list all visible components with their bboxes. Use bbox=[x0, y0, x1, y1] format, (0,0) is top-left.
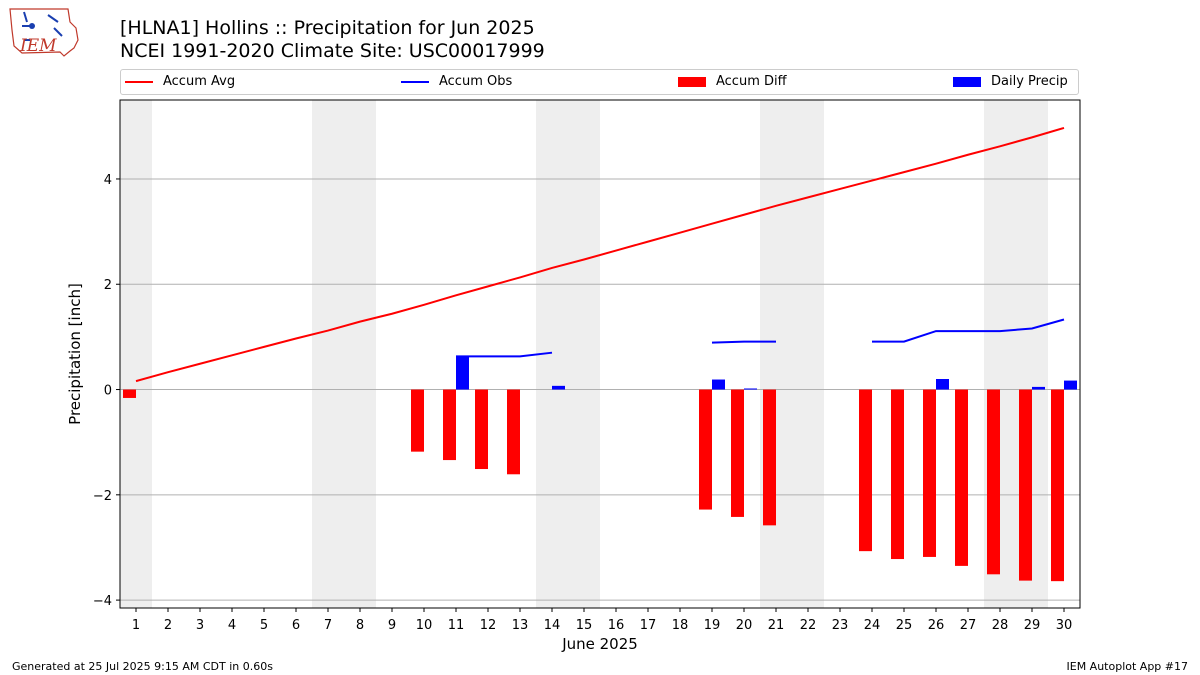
x-tick-label: 3 bbox=[196, 618, 204, 633]
accum-obs-line bbox=[872, 318, 1065, 343]
accum-diff-bar bbox=[891, 389, 904, 560]
plot-frame bbox=[119, 99, 1081, 609]
legend-label-accum-diff: Accum Diff bbox=[716, 74, 787, 89]
accum-diff-bar bbox=[923, 389, 936, 557]
legend-swatch-daily-precip bbox=[953, 76, 981, 87]
x-tick-label: 17 bbox=[640, 618, 657, 633]
x-tick-label: 9 bbox=[388, 618, 396, 633]
y-tick-label: 2 bbox=[104, 278, 112, 293]
legend-item-accum-avg: Accum Avg bbox=[125, 74, 235, 89]
chart-subtitle: NCEI 1991-2020 Climate Site: USC00017999 bbox=[120, 40, 545, 62]
legend-item-accum-obs: Accum Obs bbox=[401, 74, 512, 89]
accum-obs-line bbox=[711, 340, 776, 344]
station-dot-icon bbox=[29, 23, 35, 29]
accum-diff-bar bbox=[699, 389, 712, 510]
legend-item-daily-precip: Daily Precip bbox=[953, 74, 1068, 89]
x-axis-label: June 2025 bbox=[561, 635, 638, 653]
daily-precip-bar bbox=[552, 385, 565, 390]
y-tick-label: −4 bbox=[93, 594, 112, 609]
x-tick-label: 24 bbox=[864, 618, 881, 633]
x-tick-label: 14 bbox=[544, 618, 561, 633]
daily-precip-bar bbox=[1032, 386, 1045, 390]
x-tick-label: 27 bbox=[960, 618, 977, 633]
x-tick-label: 5 bbox=[260, 618, 268, 633]
legend-swatch-accum-diff bbox=[678, 76, 706, 87]
x-tick-label: 16 bbox=[608, 618, 625, 633]
accum-diff-bar bbox=[443, 389, 456, 461]
x-tick-label: 18 bbox=[672, 618, 689, 633]
legend-label-accum-avg: Accum Avg bbox=[163, 74, 236, 89]
accum-obs-line bbox=[456, 351, 553, 358]
chart-title: [HLNA1] Hollins :: Precipitation for Jun… bbox=[120, 17, 535, 39]
daily-precip-bar bbox=[456, 356, 469, 390]
legend-item-accum-diff: Accum Diff bbox=[678, 74, 787, 89]
accum-diff-bar bbox=[763, 389, 776, 526]
legend-swatch-accum-obs bbox=[401, 80, 429, 83]
y-tick-label: −2 bbox=[93, 489, 112, 504]
x-tick-label: 10 bbox=[416, 618, 433, 633]
weekend-shade bbox=[312, 100, 344, 608]
accum-diff-bar bbox=[1051, 389, 1064, 582]
weekend-shade bbox=[344, 100, 376, 608]
accum-diff-bar bbox=[731, 389, 744, 517]
x-tick-label: 30 bbox=[1056, 618, 1073, 633]
legend: Accum Avg Accum Obs Accum Diff Daily Pre… bbox=[120, 69, 1079, 95]
accum-diff-bar bbox=[507, 389, 520, 475]
x-tick-label: 11 bbox=[448, 618, 465, 633]
footer-generated: Generated at 25 Jul 2025 9:15 AM CDT in … bbox=[12, 660, 273, 673]
x-tick-label: 25 bbox=[896, 618, 913, 633]
accum-diff-bar bbox=[1019, 389, 1032, 581]
accum-diff-bar bbox=[475, 389, 488, 470]
x-tick-label: 13 bbox=[512, 618, 529, 633]
x-tick-label: 2 bbox=[164, 618, 172, 633]
x-tick-label: 21 bbox=[768, 618, 785, 633]
x-tick-label: 1 bbox=[132, 618, 140, 633]
x-tick-label: 29 bbox=[1024, 618, 1041, 633]
y-tick-label: 4 bbox=[104, 173, 112, 188]
daily-precip-bar bbox=[936, 379, 949, 390]
weekend-shade bbox=[760, 100, 792, 608]
accum-diff-bar bbox=[987, 389, 1000, 575]
x-tick-label: 12 bbox=[480, 618, 497, 633]
y-axis-label: Precipitation [inch] bbox=[66, 283, 84, 425]
x-tick-label: 7 bbox=[324, 618, 332, 633]
logo-text: IEM bbox=[19, 36, 57, 56]
daily-precip-bar bbox=[1064, 380, 1077, 390]
x-tick-label: 19 bbox=[704, 618, 721, 633]
accum-diff-bar bbox=[859, 389, 872, 552]
daily-precip-bar bbox=[744, 388, 757, 390]
x-tick-label: 28 bbox=[992, 618, 1009, 633]
x-tick-label: 4 bbox=[228, 618, 236, 633]
x-tick-label: 15 bbox=[576, 618, 593, 633]
x-tick-label: 22 bbox=[800, 618, 817, 633]
legend-label-accum-obs: Accum Obs bbox=[439, 74, 513, 89]
accum-diff-bar bbox=[123, 389, 136, 398]
x-tick-label: 23 bbox=[832, 618, 849, 633]
daily-precip-bar bbox=[712, 379, 725, 390]
weather-symbols-icon bbox=[22, 11, 63, 41]
weekend-shade bbox=[568, 100, 600, 608]
weekend-shade bbox=[120, 100, 152, 608]
legend-label-daily-precip: Daily Precip bbox=[991, 74, 1068, 89]
accum-diff-bar bbox=[411, 389, 424, 452]
x-tick-label: 8 bbox=[356, 618, 364, 633]
x-tick-label: 20 bbox=[736, 618, 753, 633]
logo: IEM bbox=[9, 8, 79, 57]
x-tick-label: 6 bbox=[292, 618, 300, 633]
accum-diff-bar bbox=[955, 389, 968, 566]
accum-avg-line bbox=[135, 126, 1065, 383]
y-tick-label: 0 bbox=[104, 384, 112, 399]
footer-app: IEM Autoplot App #17 bbox=[1066, 660, 1189, 673]
weekend-shade bbox=[792, 100, 824, 608]
legend-swatch-accum-avg bbox=[125, 80, 153, 83]
x-tick-label: 26 bbox=[928, 618, 945, 633]
